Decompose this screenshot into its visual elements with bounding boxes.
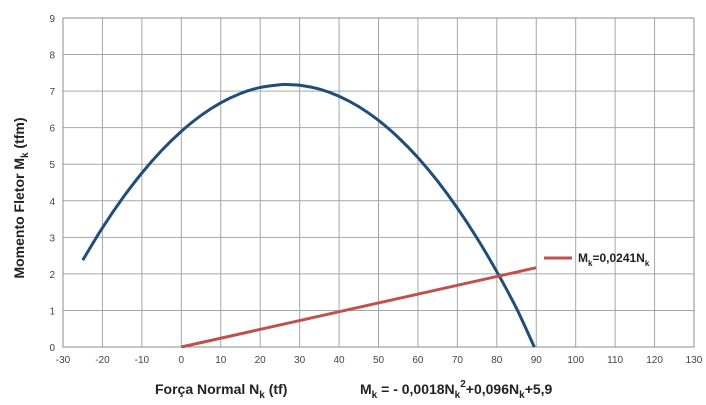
text-part: (tf): [265, 381, 288, 397]
text-part: k: [645, 259, 650, 268]
x-axis-label: Força Normal Nk (tf): [155, 381, 287, 401]
x-tick-label: 20: [255, 355, 267, 366]
text-part: k: [372, 390, 378, 401]
x-tick-label: 110: [607, 355, 623, 366]
plot-area-frame: [62, 17, 695, 348]
text-part: +0,096N: [466, 381, 519, 397]
series-line-1: [81, 82, 536, 348]
legend: Mk=0,0241Nk: [544, 251, 650, 268]
plot-border: [62, 17, 695, 348]
x-tick-label: -10: [135, 355, 150, 366]
legend-label: Mk=0,0241Nk: [578, 251, 650, 268]
text-part: (tfm): [11, 117, 27, 152]
y-tick-label: 3: [49, 233, 55, 244]
y-tick-labels: 0 1 2 3 4 5 6 7 8 9: [49, 14, 55, 354]
x-tick-label: 100: [567, 355, 584, 366]
text-part: k: [259, 390, 265, 401]
x-tick-label: -30: [56, 355, 71, 366]
x-tick-label: 130: [686, 355, 703, 366]
x-tick-label: 40: [334, 355, 346, 366]
y-axis-label: Momento Fletor Mk (tfm): [11, 117, 31, 278]
series-layer: [81, 82, 537, 349]
x-tick-label: 120: [646, 355, 663, 366]
x-tick-label: 70: [452, 355, 464, 366]
text-part: +5,9: [525, 381, 553, 397]
text-part: M: [360, 381, 372, 397]
equation-annotation: Mk = - 0,0018Nk2+0,096Nk+5,9: [360, 379, 553, 401]
text-part: M: [578, 251, 588, 265]
text-part: =0,0241N: [592, 251, 644, 265]
x-tick-label: 10: [215, 355, 227, 366]
text-part: k: [455, 390, 461, 401]
text-part: Força Normal N: [155, 381, 259, 397]
text-part: = - 0,0018N: [377, 381, 454, 397]
y-tick-label: 9: [49, 14, 55, 25]
y-tick-label: 2: [49, 270, 55, 281]
y-tick-label: 4: [49, 197, 55, 208]
y-tick-label: 5: [49, 160, 55, 171]
x-tick-label: 80: [491, 355, 503, 366]
x-tick-labels: -30 -20 -10 0 10 20 30 40 50 60 70 80 90 100 110 120 130: [56, 355, 703, 366]
text-part: k: [519, 390, 525, 401]
x-tick-label: 90: [531, 355, 543, 366]
x-tick-label: 50: [373, 355, 385, 366]
x-tick-label: 30: [294, 355, 306, 366]
x-tick-label: 60: [412, 355, 424, 366]
x-tick-label: 0: [179, 355, 185, 366]
y-tick-label: 8: [49, 51, 55, 62]
text-part: k: [588, 259, 593, 268]
y-tick-label: 1: [49, 306, 55, 317]
text-part: 2: [460, 379, 466, 390]
y-tick-label: 6: [49, 124, 55, 135]
text-part: Momento Fletor M: [11, 158, 27, 279]
y-tick-label: 7: [49, 87, 55, 98]
series-line-2: [180, 266, 537, 349]
y-tick-label: 0: [49, 343, 55, 354]
text-part: k: [20, 152, 31, 158]
x-tick-label: -20: [95, 355, 110, 366]
